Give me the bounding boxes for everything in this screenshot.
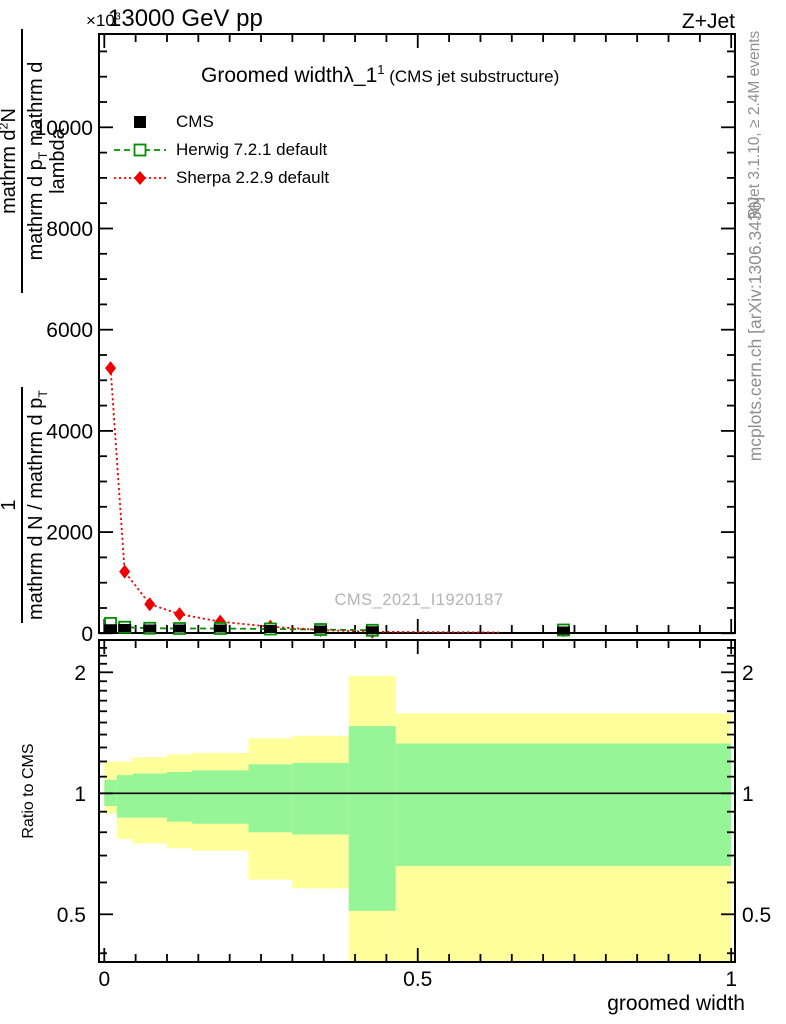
label-segment: N xyxy=(0,108,20,123)
legend-label: Sherpa 2.2.9 default xyxy=(176,168,330,187)
label-segment: 1 xyxy=(377,62,385,77)
ratio-band-green xyxy=(132,773,167,818)
cms-marker xyxy=(173,624,187,633)
legend-marker xyxy=(134,171,146,185)
label-segment: 2 xyxy=(0,123,10,130)
y-tick-label: 6000 xyxy=(46,319,93,342)
legend-label: CMS xyxy=(176,112,214,131)
ratio-y-tick-label: 2 xyxy=(74,662,86,685)
multiplier-base: ×10 xyxy=(86,11,115,30)
sherpa-marker xyxy=(105,361,117,376)
ratio-y-tick-label: 1 xyxy=(74,783,86,806)
x-tick-label: 1 xyxy=(725,968,737,991)
cms-marker xyxy=(104,624,118,633)
plot-title: Groomed widthλ_11 (CMS jet substructure) xyxy=(201,62,560,88)
legend-marker xyxy=(134,116,146,128)
y-axis-multiplier: ×103 xyxy=(86,11,121,31)
y-axis-label-upper-denominator: mathrm d pT mathrm d lambda xyxy=(21,29,69,293)
ratio-band-green xyxy=(248,764,293,833)
label-segment: mathrm d p xyxy=(25,159,47,261)
ratio-band-green xyxy=(395,743,732,866)
ratio-y-tick-label: 1 xyxy=(742,783,754,806)
legend-entry: Herwig 7.2.1 default xyxy=(112,136,329,164)
cms-marker xyxy=(118,623,132,632)
ratio-band-green xyxy=(166,771,193,822)
ratio-band-green xyxy=(192,770,249,824)
process-title: Z+Jet xyxy=(681,10,735,33)
legend-label: Herwig 7.2.1 default xyxy=(176,140,328,159)
label-segment: Groomed width xyxy=(201,64,344,87)
sherpa-marker xyxy=(174,607,186,622)
label-segment: T xyxy=(36,390,50,398)
cms-marker xyxy=(143,624,157,633)
y-tick-label: 0 xyxy=(81,623,93,646)
ratio-axis-label: Ratio to CMS xyxy=(20,743,37,839)
sherpa-marker xyxy=(119,564,131,579)
x-tick-label: 0.5 xyxy=(403,968,432,991)
x-axis-label: groomed width xyxy=(607,992,745,1015)
y-axis-label-upper-fraction: mathrm d2N mathrm d pT mathrm d lambda xyxy=(0,29,69,293)
ratio-y-tick-label: 0.5 xyxy=(57,904,86,927)
sherpa-marker xyxy=(144,597,156,612)
cms-marker xyxy=(314,625,328,634)
legend-entry: Sherpa 2.2.9 default xyxy=(112,164,329,192)
ratio-band-green xyxy=(116,775,133,818)
filled-diamond-legend-icon xyxy=(114,171,166,185)
cms-marker xyxy=(365,626,379,635)
y-axis-label-lower-denominator: mathrm d N / mathrm d pT xyxy=(21,387,50,623)
ratio-y-tick-label: 0.5 xyxy=(742,904,771,927)
label-segment: mathrm d N / mathrm d p xyxy=(25,397,47,620)
ratio-y-tick-label: 2 xyxy=(742,662,754,685)
label-segment: 1 xyxy=(0,499,20,511)
label-segment: λ_1 xyxy=(343,64,378,87)
y-axis-label-lower-numerator: 1 xyxy=(0,387,21,623)
x-tick-label: 0 xyxy=(98,968,110,991)
legend-entry: CMS xyxy=(112,108,329,136)
cms-marker xyxy=(263,624,277,633)
y-tick-label: 4000 xyxy=(46,420,93,443)
legend: CMS Herwig 7.2.1 default Sherpa 2.2.9 defa… xyxy=(112,108,329,192)
legend-marker xyxy=(133,143,147,157)
multiplier-exponent: 3 xyxy=(114,10,121,23)
y-axis-label-lower-fraction: 1 mathrm d N / mathrm d pT xyxy=(0,387,50,623)
mcplots-credit-note: mcplots.cern.ch [arXiv:1306.3436] xyxy=(745,196,765,462)
label-segment: mathrm d xyxy=(0,129,20,214)
cms-marker xyxy=(213,624,227,633)
ratio-band-green xyxy=(292,762,349,835)
y-axis-label-upper-numerator: mathrm d2N xyxy=(0,29,21,293)
cms-marker xyxy=(557,626,571,635)
y-tick-label: 10000 xyxy=(35,117,93,140)
open-square-legend-icon xyxy=(114,143,166,157)
analysis-watermark: CMS_2021_I1920187 xyxy=(334,591,504,609)
y-tick-label: 8000 xyxy=(46,218,93,241)
ratio-band-green xyxy=(348,726,396,911)
y-tick-label: 2000 xyxy=(46,522,93,545)
beam-energy-title: 13000 GeV pp xyxy=(108,5,263,32)
label-segment: (CMS jet substructure) xyxy=(384,67,560,86)
filled-square-legend-icon xyxy=(134,116,146,128)
